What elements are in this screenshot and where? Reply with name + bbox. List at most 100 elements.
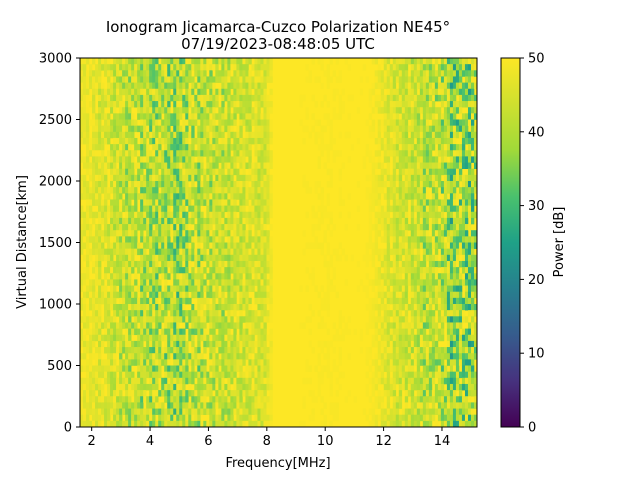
heatmap-cell: [83, 390, 87, 397]
heatmap-cell: [140, 162, 144, 169]
heatmap-cell: [239, 254, 243, 262]
heatmap-cell: [404, 279, 409, 286]
heatmap-cell: [419, 273, 424, 280]
heatmap-cell: [422, 64, 427, 71]
heatmap-cell: [326, 211, 330, 219]
heatmap-cell: [140, 113, 144, 120]
heatmap-cell: [248, 144, 252, 151]
heatmap-cell: [377, 347, 382, 354]
heatmap-cell: [173, 334, 177, 342]
heatmap-cell: [386, 82, 391, 90]
heatmap-cell: [248, 230, 252, 237]
heatmap-cell: [188, 383, 192, 391]
heatmap-cell: [134, 260, 138, 268]
heatmap-cell: [83, 101, 87, 108]
heatmap-cell: [419, 260, 424, 268]
heatmap-cell: [263, 168, 267, 176]
heatmap-cell: [119, 101, 123, 108]
heatmap-cell: [215, 402, 219, 409]
heatmap-cell: [215, 334, 219, 342]
heatmap-cell: [374, 199, 379, 206]
heatmap-cell: [101, 396, 105, 403]
heatmap-cell: [383, 316, 388, 323]
heatmap-cell: [224, 150, 228, 157]
heatmap-cell: [173, 144, 177, 151]
heatmap-cell: [128, 181, 132, 188]
heatmap-cell: [416, 236, 421, 243]
heatmap-cell: [194, 230, 198, 237]
heatmap-cell: [155, 334, 159, 342]
heatmap-cell: [89, 248, 93, 256]
heatmap-cell: [95, 199, 99, 206]
heatmap-cell: [200, 101, 204, 108]
heatmap-cell: [230, 334, 234, 342]
heatmap-cell: [227, 328, 231, 336]
heatmap-cell: [119, 310, 123, 317]
heatmap-cell: [188, 248, 192, 256]
heatmap-cell: [83, 402, 87, 409]
heatmap-cell: [101, 279, 105, 286]
heatmap-cell: [119, 279, 123, 286]
heatmap-cell: [107, 304, 111, 311]
heatmap-cell: [194, 174, 198, 182]
heatmap-cell: [377, 94, 382, 102]
heatmap-cell: [80, 119, 84, 126]
heatmap-cell: [407, 328, 412, 336]
heatmap-cell: [434, 94, 439, 102]
heatmap-cell: [200, 76, 204, 83]
heatmap-cell: [182, 58, 186, 65]
heatmap-cell: [329, 390, 333, 397]
heatmap-cell: [386, 377, 391, 385]
heatmap-cell: [224, 82, 228, 90]
heatmap-cell: [176, 359, 180, 366]
heatmap-cell: [263, 291, 267, 299]
heatmap-cell: [149, 279, 153, 286]
heatmap-cell: [269, 390, 273, 397]
heatmap-cell: [110, 316, 114, 323]
heatmap-cell: [236, 347, 240, 354]
heatmap-cell: [368, 347, 373, 354]
heatmap-cell: [185, 359, 189, 366]
heatmap-cell: [119, 193, 123, 200]
heatmap-cell: [431, 70, 436, 77]
heatmap-cell: [239, 137, 243, 145]
heatmap-cell: [203, 236, 207, 243]
heatmap-cell: [236, 137, 240, 145]
heatmap-cell: [236, 267, 240, 274]
heatmap-cell: [92, 420, 96, 427]
heatmap-cell: [95, 291, 99, 299]
heatmap-cell: [98, 279, 102, 286]
heatmap-cell: [389, 107, 394, 114]
heatmap-cell: [263, 58, 267, 65]
heatmap-cell: [317, 131, 321, 139]
heatmap-cell: [98, 82, 102, 90]
heatmap-cell: [416, 162, 421, 169]
heatmap-cell: [137, 88, 141, 96]
heatmap-cell: [200, 236, 204, 243]
heatmap-cell: [188, 224, 192, 231]
heatmap-cell: [206, 193, 210, 200]
heatmap-cell: [125, 101, 129, 108]
heatmap-cell: [86, 377, 90, 385]
heatmap-cell: [428, 396, 433, 403]
heatmap-cell: [137, 174, 141, 182]
heatmap-cell: [404, 267, 409, 274]
heatmap-cell: [386, 150, 391, 157]
heatmap-cell: [155, 230, 159, 237]
heatmap-cell: [176, 414, 180, 422]
heatmap-cell: [239, 187, 243, 194]
heatmap-cell: [92, 181, 96, 188]
heatmap-cell: [263, 267, 267, 274]
heatmap-cell: [137, 285, 141, 292]
heatmap-cell: [227, 297, 231, 305]
heatmap-cell: [107, 371, 111, 379]
heatmap-cell: [188, 187, 192, 194]
heatmap-cell: [320, 137, 324, 145]
heatmap-cell: [119, 76, 123, 83]
heatmap-cell: [410, 285, 415, 292]
heatmap-cell: [149, 94, 153, 102]
heatmap-cell: [125, 76, 129, 83]
heatmap-cell: [248, 224, 252, 231]
heatmap-cell: [233, 236, 237, 243]
heatmap-cell: [200, 267, 204, 274]
